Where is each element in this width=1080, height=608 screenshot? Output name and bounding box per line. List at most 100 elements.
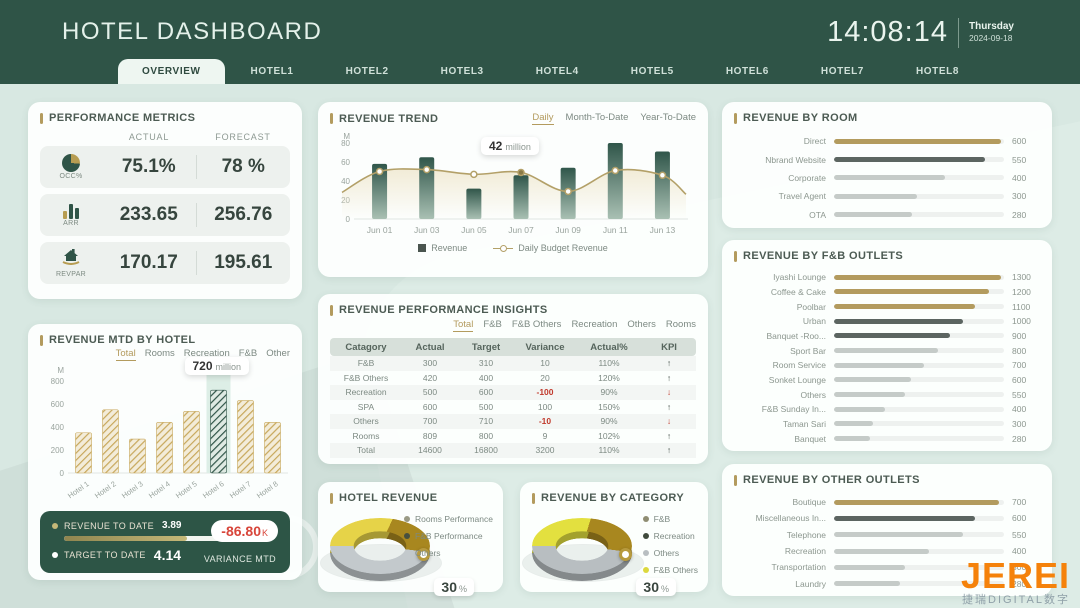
- vendor-logo: JEREI 捷瑞DIGITAL数字: [961, 558, 1070, 606]
- hbar-fill: [834, 499, 999, 505]
- insights-tab-f-b-others[interactable]: F&B Others: [511, 319, 562, 330]
- legend-item-daily-budget-revenue[interactable]: Daily Budget Revenue: [493, 243, 608, 253]
- hbar-fill: [834, 333, 950, 339]
- hbar-value: 1100: [1012, 301, 1031, 312]
- table-cell: 3200: [535, 445, 555, 456]
- hbar-value: 300: [1012, 418, 1027, 429]
- table-cell: 300: [422, 358, 438, 369]
- hbar-value: 400: [1012, 546, 1027, 557]
- tab-hotel4[interactable]: HOTEL4: [535, 66, 579, 77]
- mtd-tab-f-b[interactable]: F&B: [238, 348, 258, 359]
- page-title: HOTEL DASHBOARD: [62, 18, 323, 45]
- hbar-row-miscellaneous-in: Miscellaneous In... 600: [734, 513, 1040, 523]
- metric-row-arr: ARR 233.65 256.76: [40, 194, 290, 236]
- tab-hotel6[interactable]: HOTEL6: [725, 66, 769, 77]
- column-header-catagory: Catagory: [345, 341, 387, 353]
- panel-title: REVENUE BY ROOM: [743, 112, 858, 124]
- table-cell: 9: [542, 430, 548, 441]
- donut-percent-label: 30%: [636, 578, 676, 596]
- metric-label: ARR: [63, 220, 79, 227]
- metric-actual-value: 233.65: [119, 204, 178, 225]
- variance-unit: K: [261, 528, 268, 538]
- hbar-label: Sonket Lounge: [768, 374, 826, 385]
- hbar-row-direct: Direct 600: [734, 136, 1040, 146]
- donut-marker-ball: [417, 548, 430, 561]
- mtd-tab-rooms[interactable]: Rooms: [144, 348, 175, 359]
- mtd-tab-other[interactable]: Other: [266, 348, 290, 359]
- svg-text:40: 40: [341, 177, 350, 186]
- hbar-fill: [834, 377, 911, 383]
- tab-hotel8[interactable]: HOTEL8: [915, 66, 960, 77]
- legend-item-others[interactable]: Others: [642, 548, 698, 558]
- hbar-row-iyashi-lounge: Iyashi Lounge 1300: [734, 272, 1040, 282]
- legend-item-f-b[interactable]: F&B: [642, 514, 698, 524]
- table-cell: Rooms: [352, 430, 380, 441]
- hbar-track: [834, 421, 1004, 427]
- insights-tab-others[interactable]: Others: [627, 319, 656, 330]
- hbar-row-laundry: Laundry 280: [734, 579, 1040, 589]
- column-header-target: Target: [471, 341, 501, 353]
- hbar-label: Travel Agent: [778, 191, 826, 202]
- hbar-value: 550: [1012, 389, 1027, 400]
- kpi-down-icon: ↓: [666, 387, 672, 398]
- legend-item-rooms-performance[interactable]: Rooms Performance: [404, 514, 493, 524]
- table-cell: SPA: [357, 401, 375, 412]
- insights-tab-total[interactable]: Total: [453, 319, 474, 332]
- target-to-date-label: TARGET TO DATE: [64, 550, 146, 560]
- hbar-track: [834, 348, 1004, 354]
- hbar-row-sonket-lounge: Sonket Lounge 600: [734, 375, 1040, 385]
- tab-hotel2[interactable]: HOTEL2: [345, 66, 389, 77]
- svg-text:0: 0: [346, 215, 351, 224]
- legend-item-f-b-performance[interactable]: F&B Performance: [404, 531, 493, 541]
- trend-tab-month-to-date[interactable]: Month-To-Date: [565, 112, 629, 123]
- svg-text:Hotel 4: Hotel 4: [147, 479, 172, 500]
- tab-hotel5[interactable]: HOTEL5: [630, 66, 674, 77]
- hbar-track: [834, 304, 1004, 310]
- table-cell: 800: [478, 430, 494, 441]
- panel-title: REVENUE PERFORMANCE INSIGHTS: [339, 304, 548, 316]
- jerei-logo-subtext: 捷瑞DIGITAL数字: [962, 594, 1070, 606]
- hbar-track: [834, 318, 1004, 324]
- mtd-bar-chart: M 800 600 400 200 0 Hotel 1 Hotel 2 Hotel 3 Hotel…: [40, 357, 290, 509]
- table-cell: 120%: [598, 372, 620, 383]
- hbar-row-telephone: Telephone 550: [734, 530, 1040, 540]
- tab-hotel3[interactable]: HOTEL3: [440, 66, 484, 77]
- insights-tab-recreation[interactable]: Recreation: [571, 319, 618, 330]
- table-cell: 150%: [598, 401, 620, 412]
- insights-table: Catagory Actual Target Variance Actual% KPI F&…: [330, 338, 696, 458]
- legend-item-recreation[interactable]: Recreation: [642, 531, 698, 541]
- insights-tab-f-b[interactable]: F&B: [483, 319, 502, 330]
- hbar-value: 1200: [1012, 286, 1031, 297]
- table-cell: F&B: [357, 358, 375, 369]
- mtd-tab-total[interactable]: Total: [115, 348, 136, 361]
- hbar-label: Banquet: [794, 433, 826, 444]
- hbar-label: Poolbar: [796, 301, 826, 312]
- tab-overview[interactable]: OVERVIEW: [118, 59, 225, 84]
- metric-row-occ: OCC% 75.1% 78 %: [40, 146, 290, 188]
- metric-forecast-value: 78 %: [221, 156, 265, 177]
- legend-item-revenue[interactable]: Revenue: [418, 243, 467, 253]
- column-divider: [195, 203, 197, 227]
- mtd-tab-recreation[interactable]: Recreation: [183, 348, 230, 359]
- trend-tab-daily[interactable]: Daily: [532, 112, 554, 125]
- clock-divider: [957, 17, 959, 48]
- svg-text:400: 400: [51, 423, 65, 432]
- svg-text:Jun 07: Jun 07: [508, 225, 534, 235]
- table-cell: 600: [422, 401, 438, 412]
- tab-hotel7[interactable]: HOTEL7: [820, 66, 864, 77]
- insights-tab-rooms[interactable]: Rooms: [665, 319, 696, 330]
- hbar-label: Nbrand Website: [765, 154, 826, 165]
- legend-dot-icon: [642, 516, 649, 522]
- svg-text:M: M: [343, 132, 350, 141]
- table-cell: 90%: [600, 416, 618, 427]
- hbar-fill: [834, 274, 1001, 280]
- legend-item-f-b-others[interactable]: F&B Others: [642, 565, 698, 575]
- trend-tab-year-to-date[interactable]: Year-To-Date: [640, 112, 696, 123]
- hbar-fill: [834, 548, 930, 554]
- column-divider: [195, 251, 197, 275]
- hbar-fill: [834, 406, 885, 412]
- legend-item-others[interactable]: Others: [404, 548, 493, 558]
- clock: 14:08:14 Thursday 2024-09-18: [827, 16, 1014, 49]
- hbar-label: F&B Sunday In...: [761, 404, 826, 415]
- tab-hotel1[interactable]: HOTEL1: [250, 66, 294, 77]
